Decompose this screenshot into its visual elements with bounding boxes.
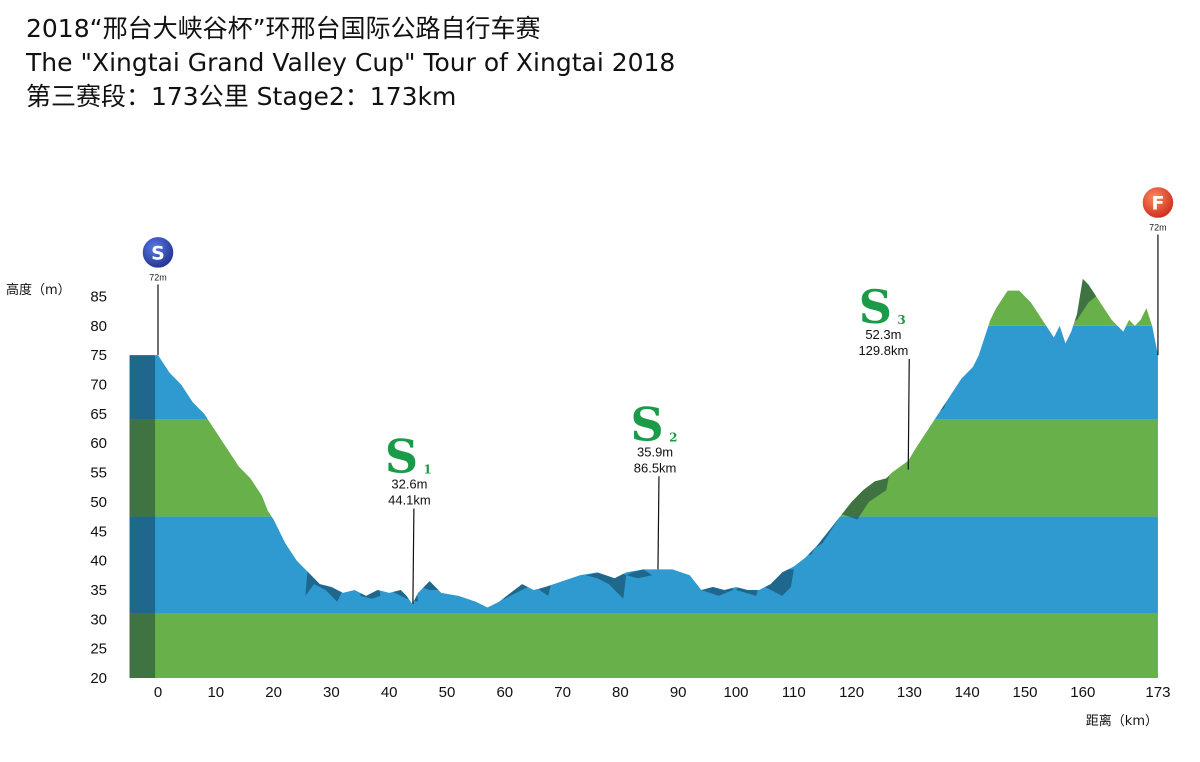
y-tick-label: 25	[90, 641, 107, 658]
x-tick-label: 70	[554, 684, 571, 701]
y-tick-label: 45	[90, 523, 107, 540]
x-tick-label: 160	[1070, 684, 1095, 701]
x-tick-label: 173	[1145, 684, 1170, 701]
terrain-shadow-20	[1105, 278, 1135, 309]
sprint-2-distance: 86.5km	[634, 460, 677, 475]
x-tick-label: 150	[1012, 684, 1037, 701]
sprint-1-altitude: 32.6m	[391, 477, 427, 492]
x-tick-label: 110	[782, 684, 806, 701]
sprint-1-distance: 44.1km	[388, 493, 431, 508]
y-tick-label: 60	[90, 435, 107, 452]
x-tick-label: 60	[496, 684, 513, 701]
sprint-3-distance: 129.8km	[858, 343, 908, 358]
x-tick-label: 20	[265, 684, 282, 701]
y-tick-label: 65	[90, 406, 107, 423]
sprint-2-altitude: 35.9m	[637, 444, 673, 459]
y-tick-label: 20	[90, 670, 107, 687]
y-tick-label: 80	[90, 318, 107, 335]
terrain-shadow-14	[840, 475, 890, 520]
title-english: The "Xingtai Grand Valley Cup" Tour of X…	[26, 48, 676, 77]
stage-subtitle: 第三赛段：173公里 Stage2：173km	[26, 82, 457, 111]
y-tick-label: 40	[90, 553, 107, 570]
x-tick-label: 10	[207, 684, 224, 701]
terrain-shadow-18	[996, 278, 1020, 285]
sprint-1-index: 1	[423, 463, 431, 477]
y-tick-label: 35	[90, 582, 107, 599]
elevation-band-5	[130, 278, 1158, 326]
terrain-shadow-5	[420, 575, 445, 590]
sprint-3-icon: S	[859, 280, 892, 334]
sprint-2-pointer-line	[657, 476, 660, 570]
start-marker-label: S	[151, 242, 165, 264]
title-block: 2018“邢台大峡谷杯”环邢台国际公路自行车赛 The "Xingtai Gra…	[26, 12, 675, 114]
terrain-shadow-1	[129, 355, 156, 678]
x-tick-label: 80	[612, 684, 629, 701]
elevation-band-2	[130, 516, 1158, 614]
finish-marker-label: F	[1151, 193, 1164, 215]
y-tick-label: 55	[90, 465, 107, 482]
x-tick-label: 100	[723, 684, 748, 701]
sprint-3-index: 3	[897, 313, 905, 327]
x-tick-label: 130	[897, 684, 922, 701]
sprint-3-pointer-line	[907, 358, 910, 470]
x-tick-label: 0	[154, 684, 162, 701]
terrain-shadow-9	[626, 569, 653, 579]
x-tick-label: 90	[670, 684, 687, 701]
start-marker-altitude: 72m	[149, 272, 167, 282]
start-marker-icon	[141, 235, 175, 270]
sprint-2-index: 2	[669, 430, 677, 444]
sprint-1-pointer-line	[412, 508, 415, 605]
sprint-1-icon: S	[385, 430, 418, 484]
terrain-shadow-3	[360, 578, 381, 599]
y-tick-label: 85	[90, 288, 107, 305]
x-tick-label: 50	[439, 684, 456, 701]
x-tick-label: 30	[323, 684, 340, 701]
finish-marker-icon	[1141, 185, 1175, 220]
sprint-3-altitude: 52.3m	[865, 327, 901, 342]
finish-marker-altitude: 72m	[1149, 223, 1167, 233]
y-tick-label: 75	[90, 347, 107, 364]
x-tick-label: 40	[381, 684, 398, 701]
y-tick-label: 30	[90, 611, 107, 628]
x-axis-title: 距离（km）	[1086, 713, 1158, 729]
x-tick-label: 120	[839, 684, 864, 701]
x-tick-label: 140	[955, 684, 980, 701]
y-tick-label: 70	[90, 377, 107, 394]
sprint-2-icon: S	[630, 397, 663, 451]
elevation-band-1	[130, 613, 1158, 678]
title-chinese: 2018“邢台大峡谷杯”环邢台国际公路自行车赛	[26, 14, 541, 43]
y-tick-label: 50	[90, 494, 107, 511]
y-axis-title: 高度（m）	[6, 282, 71, 298]
